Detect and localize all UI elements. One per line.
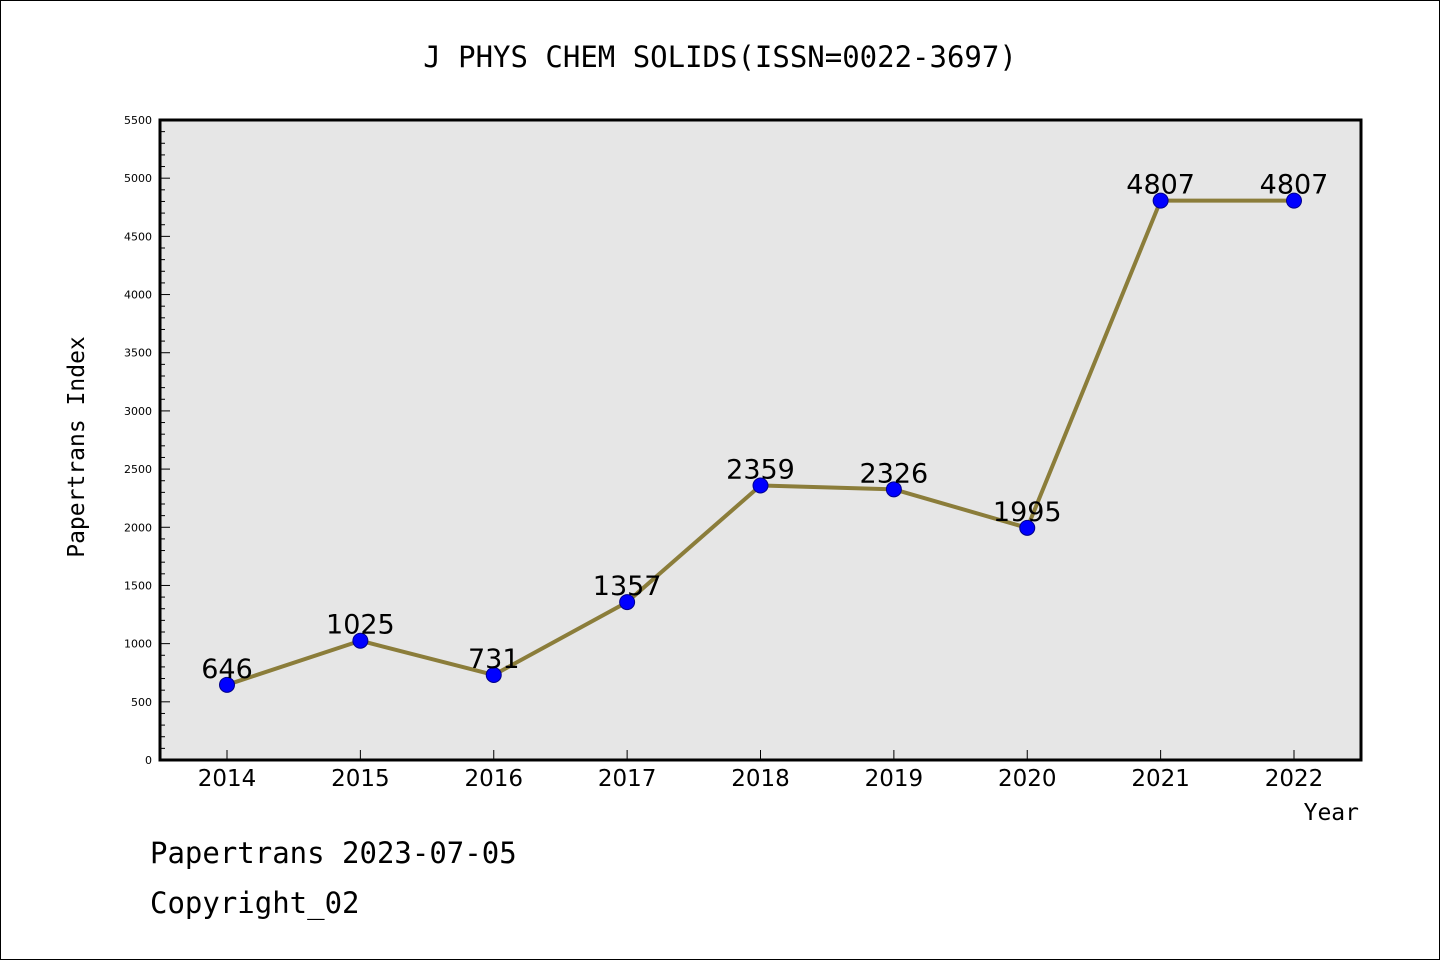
data-point — [1286, 192, 1302, 209]
y-tick-label: 3500 — [124, 347, 152, 360]
y-tick-label: 2000 — [124, 521, 152, 534]
x-tick-label: 2017 — [598, 766, 657, 792]
x-tick-label: 2021 — [1131, 766, 1190, 792]
data-label: 1357 — [593, 571, 662, 602]
data-point — [619, 594, 636, 611]
data-label: 1995 — [993, 497, 1062, 528]
data-point — [1152, 192, 1169, 209]
data-label: 646 — [201, 654, 253, 685]
data-point — [885, 481, 902, 498]
x-tick-label: 2018 — [731, 766, 790, 792]
series-layer: 646 1025 731 1357 2359 2326 1995 4807 4807 — [201, 170, 1328, 693]
x-tick-label: 2015 — [331, 766, 390, 792]
y-tick-label: 5500 — [124, 114, 152, 127]
data-label: 2326 — [860, 458, 929, 489]
y-tick-label: 2500 — [124, 463, 152, 476]
x-tick-label: 2020 — [998, 766, 1057, 792]
y-axis: 0 500 1000 1500 2000 2500 3000 3500 4000 4500 5000… — [124, 114, 170, 767]
y-tick-label: 3000 — [124, 405, 152, 418]
plot-border — [158, 118, 1363, 762]
y-tick-label: 0 — [145, 754, 152, 767]
data-label: 731 — [468, 644, 520, 675]
y-tick-label: 500 — [131, 696, 152, 709]
y-tick-label: 4500 — [124, 230, 152, 243]
data-label: 2359 — [726, 454, 795, 485]
y-tick-label: 4000 — [124, 289, 152, 302]
footer-date-text: Papertrans 2023-07-05 — [150, 836, 517, 870]
data-point — [219, 676, 235, 693]
data-point — [485, 666, 502, 683]
y-tick-label: 1000 — [124, 638, 152, 651]
y-tick-label: 1500 — [124, 579, 152, 592]
y-tick-label: 5000 — [124, 172, 152, 185]
y-axis-label: Papertrans Index — [64, 336, 90, 558]
data-point — [352, 632, 369, 649]
data-label: 4807 — [1260, 170, 1329, 201]
plot-area — [160, 120, 1361, 760]
chart-title: J PHYS CHEM SOLIDS(ISSN=0022-3697) — [423, 40, 1017, 74]
data-label: 1025 — [326, 610, 395, 641]
x-tick-label: 2014 — [198, 766, 257, 792]
data-label: 4807 — [1126, 170, 1195, 201]
x-tick-label: 2016 — [464, 766, 523, 792]
footer-copyright-text: Copyright_02 — [150, 886, 360, 920]
x-axis-label: Year — [1304, 800, 1359, 826]
x-tick-label: 2019 — [865, 766, 924, 792]
x-axis: 2014 2015 2016 2017 2018 2019 2020 2021 2022 — [198, 750, 1324, 792]
data-point — [752, 477, 769, 494]
data-point — [1019, 519, 1036, 536]
x-tick-label: 2022 — [1265, 766, 1324, 792]
